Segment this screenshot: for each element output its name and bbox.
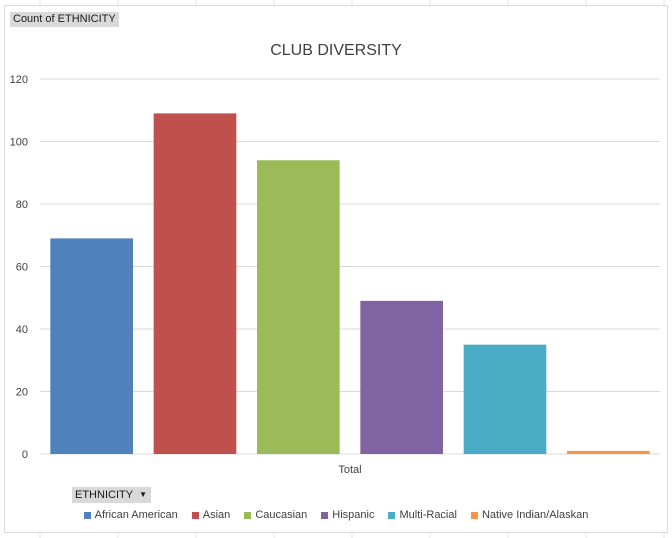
legend-swatch [83, 511, 91, 519]
legend-swatch [470, 511, 478, 519]
legend-label: Native Indian/Alaskan [481, 509, 589, 521]
y-tick-label: 0 [22, 449, 28, 461]
y-tick-label: 120 [10, 74, 28, 86]
chart-title: CLUB DIVERSITY [270, 42, 402, 59]
y-tick-label: 80 [16, 199, 28, 211]
legend-item[interactable]: Asian [191, 509, 231, 521]
legend-swatch [388, 511, 396, 519]
axis-field-button[interactable]: ETHNICITY ▼ [72, 487, 151, 503]
legend-swatch [191, 511, 199, 519]
y-tick-label: 60 [16, 262, 28, 274]
bar-multi-racial[interactable] [463, 344, 547, 454]
legend-label: Caucasian [255, 509, 308, 521]
bar-native-indian-alaskan[interactable] [567, 450, 650, 454]
legend-label: Hispanic [332, 509, 375, 521]
values-field-button[interactable]: Count of ETHNICITY [10, 12, 119, 27]
dropdown-arrow-icon[interactable]: ▼ [139, 490, 147, 499]
legend-item[interactable]: Multi-Racial [388, 509, 457, 521]
legend-item[interactable]: Caucasian [244, 509, 307, 521]
legend-item[interactable]: African American [83, 509, 178, 521]
bar-african-american[interactable] [50, 238, 134, 454]
x-category-label: Total [338, 464, 361, 476]
legend-swatch [321, 511, 329, 519]
bar-asian[interactable] [153, 113, 237, 454]
y-tick-label: 100 [10, 137, 28, 149]
legend-swatch [244, 511, 252, 519]
legend-label: African American [94, 509, 178, 521]
bar-hispanic[interactable] [360, 300, 443, 454]
y-tick-label: 20 [16, 387, 28, 399]
axis-field-label: ETHNICITY [75, 489, 134, 501]
bar-caucasian[interactable] [257, 160, 340, 454]
legend-item[interactable]: Native Indian/Alaskan [470, 509, 589, 521]
legend-item[interactable]: Hispanic [321, 509, 374, 521]
legend-label: Multi-Racial [399, 509, 457, 521]
y-tick-label: 40 [16, 324, 28, 336]
legend-label: Asian [202, 509, 231, 521]
legend: African American Asian Caucasian Hispanic Mu… [0, 509, 672, 521]
